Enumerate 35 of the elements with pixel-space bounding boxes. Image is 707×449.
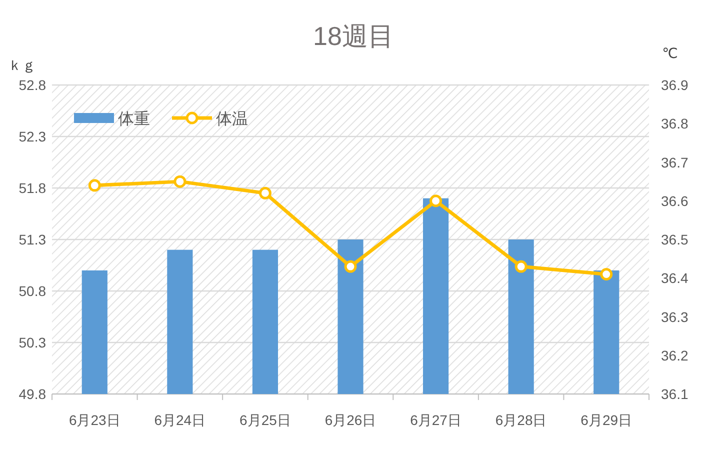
y-tick-label: 52.3: [18, 128, 46, 144]
point: [430, 194, 442, 208]
y2-tick-label: 36.4: [661, 270, 688, 286]
y2-tick-label: 36.1: [661, 386, 688, 402]
y2-tick-label: 36.5: [661, 232, 688, 248]
legend-label: 体温: [216, 111, 248, 128]
legend-label: 体重: [118, 110, 150, 128]
y-tick-label: 49.8: [18, 386, 46, 402]
point: [258, 186, 272, 200]
y2-tick-label: 36.6: [661, 192, 688, 209]
point: [88, 179, 101, 192]
x-tick-label: 6月29日: [580, 412, 632, 428]
y-tick-label: 52.8: [18, 77, 46, 93]
y2-tick-label: 36.2: [661, 347, 688, 364]
y2-tick-label: 36.7: [661, 154, 688, 170]
x-tick-label: 6月26日: [324, 412, 376, 428]
point: [174, 175, 186, 188]
point: [514, 260, 528, 273]
point: [600, 268, 613, 281]
x-tick-label: 6月28日: [495, 412, 547, 428]
y-tick-label: 50.3: [18, 334, 46, 350]
y-tick-label: 51.3: [18, 232, 46, 248]
y-tick-label: 51.8: [18, 180, 46, 196]
x-tick-label: 6月27日: [410, 412, 462, 428]
point: [344, 260, 357, 273]
y-tick-label: 50.8: [18, 283, 46, 299]
x-tick-label: 6月25日: [240, 412, 291, 428]
y2-tick-label: 36.3: [661, 308, 688, 325]
y-axis-title: ｋｇ: [8, 57, 36, 73]
y2-tick-label: 36.9: [661, 77, 688, 93]
x-tick-label: 6月24日: [154, 412, 206, 428]
chart-title: 18週目: [313, 21, 394, 51]
x-tick-label: 6月23日: [68, 412, 120, 428]
y2-tick-label: 36.8: [661, 116, 688, 132]
y2-axis-title: ℃: [662, 45, 678, 61]
